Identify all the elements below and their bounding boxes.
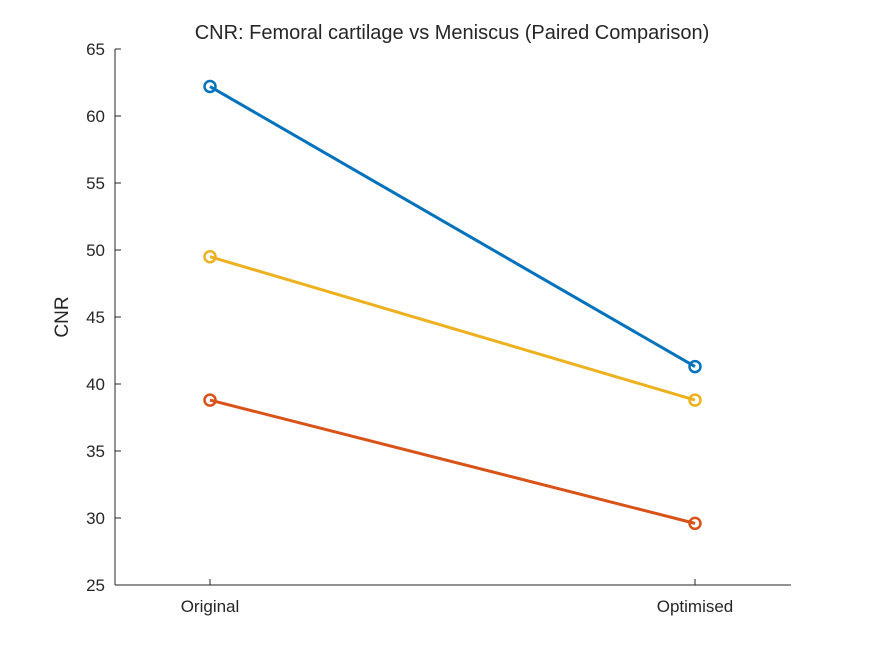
data-point (688, 359, 702, 374)
y-tick-label: 60 (86, 107, 105, 126)
series-2 (203, 393, 702, 531)
x-ticks: Original Optimised (181, 579, 734, 616)
y-tick-label: 55 (86, 174, 105, 193)
chart-title: CNR: Femoral cartilage vs Meniscus (Pair… (195, 22, 710, 44)
series-1 (203, 79, 702, 374)
x-tick-label: Original (181, 597, 240, 616)
y-axis-label: CNR (52, 296, 73, 337)
y-tick-label: 50 (86, 241, 105, 260)
y-tick-label: 35 (86, 442, 105, 461)
y-tick-label: 65 (86, 40, 105, 59)
series-line (209, 255, 696, 402)
data-point (688, 516, 702, 531)
y-tick-label: 30 (86, 509, 105, 528)
data-point (688, 393, 702, 407)
data-point (203, 393, 217, 407)
series-layer (203, 79, 702, 531)
data-point (203, 249, 217, 264)
series-3 (203, 249, 702, 407)
y-tick-label: 40 (86, 375, 105, 394)
y-tick-label: 25 (86, 576, 105, 595)
series-line (209, 85, 696, 368)
y-ticks: 25 30 35 40 45 50 55 60 65 (86, 40, 121, 595)
data-point (203, 79, 217, 94)
x-tick-label: Optimised (657, 597, 734, 616)
axes (114, 49, 791, 586)
y-tick-label: 45 (86, 308, 105, 327)
series-line (209, 398, 696, 525)
